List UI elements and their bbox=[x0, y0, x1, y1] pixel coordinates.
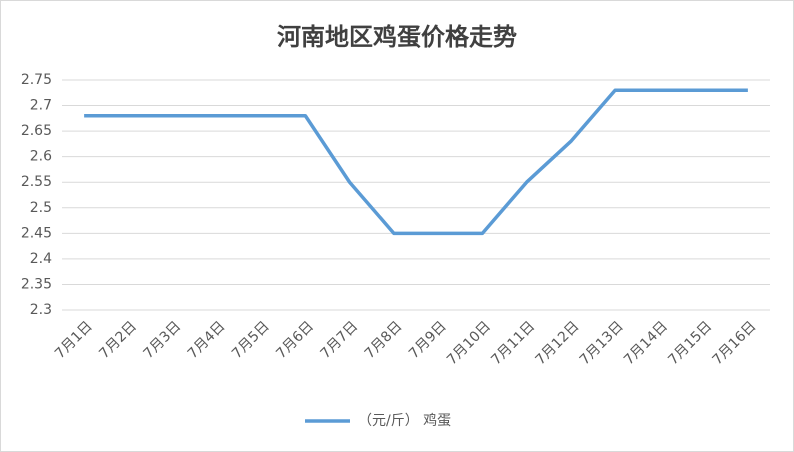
y-tick-label: 2.45 bbox=[21, 225, 52, 241]
y-tick-label: 2.5 bbox=[30, 200, 52, 216]
y-tick-label: 2.4 bbox=[30, 251, 52, 267]
y-tick-label: 2.7 bbox=[30, 98, 52, 114]
legend-label: （元/斤） 鸡蛋 bbox=[358, 412, 451, 429]
y-tick-label: 2.3 bbox=[30, 302, 52, 318]
y-tick-label: 2.55 bbox=[21, 174, 52, 190]
y-tick-label: 2.35 bbox=[21, 276, 52, 292]
data-line bbox=[84, 88, 748, 236]
chart-title: 河南地区鸡蛋价格走势 bbox=[277, 23, 517, 51]
y-tick-label: 2.75 bbox=[21, 72, 52, 88]
y-tick-label: 2.65 bbox=[21, 123, 52, 139]
y-tick-label: 2.6 bbox=[30, 149, 52, 165]
